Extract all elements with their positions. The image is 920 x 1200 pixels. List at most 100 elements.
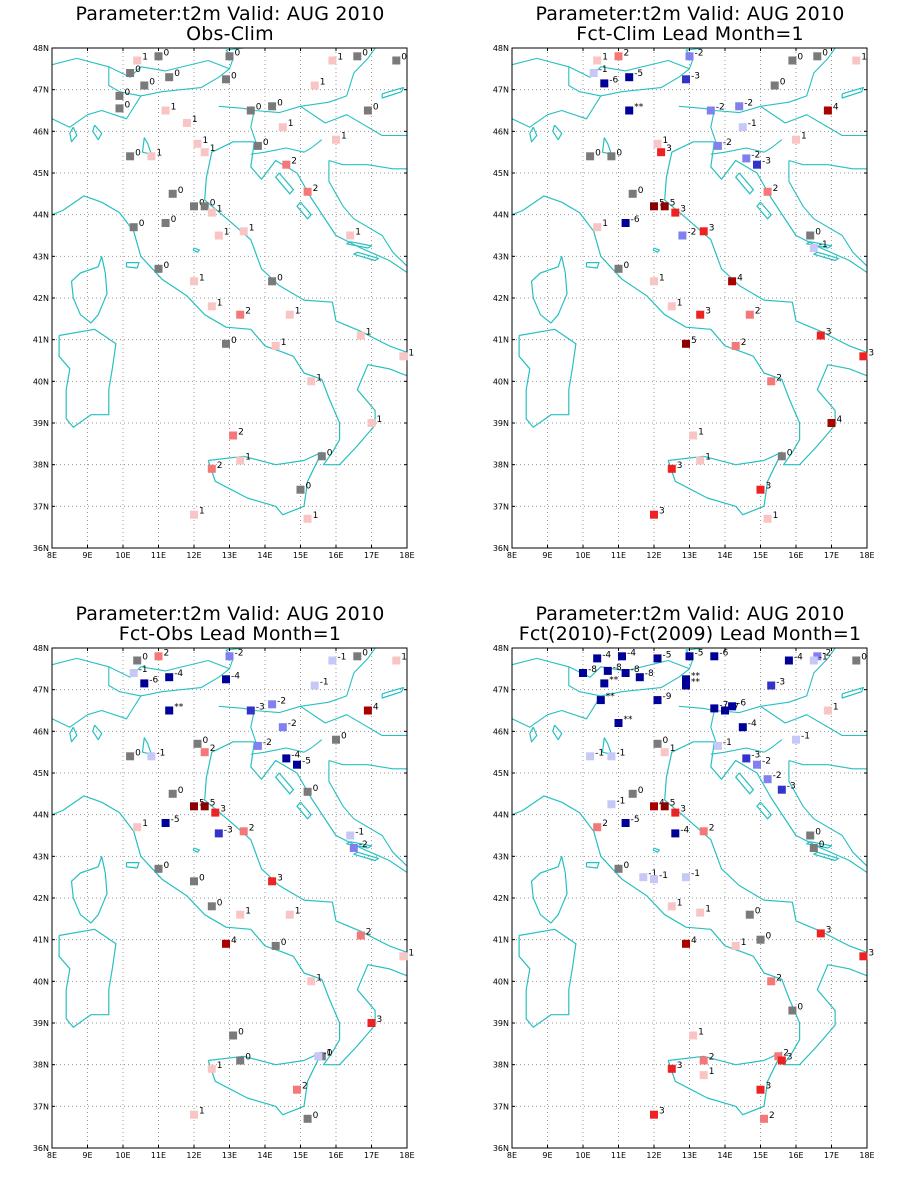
lon-tick-label: 17E	[824, 1151, 839, 1160]
lat-tick-label: 43N	[33, 252, 49, 261]
station-value-label: 0	[797, 1003, 803, 1013]
station-marker	[282, 754, 291, 763]
station-marker	[607, 152, 616, 161]
station-value-label: -2	[751, 150, 760, 160]
station-marker	[621, 219, 630, 227]
lon-tick-label: 10E	[115, 1151, 130, 1160]
station-marker	[653, 696, 662, 705]
station-value-label: 3	[766, 1082, 772, 1092]
station-marker	[363, 706, 372, 715]
station-marker	[706, 106, 715, 115]
station-value-label: 1	[677, 898, 683, 908]
station-value-label: 0	[780, 78, 786, 88]
station-value-label: **	[174, 703, 184, 713]
station-marker	[293, 760, 301, 769]
station-marker	[133, 56, 142, 65]
station-marker	[207, 902, 216, 911]
station-marker	[190, 877, 198, 886]
station-value-label: 0	[256, 103, 262, 113]
station-marker	[314, 1052, 323, 1061]
lat-tick-label: 41N	[493, 336, 509, 345]
station-value-label: -1	[748, 119, 757, 129]
stations: 1000100000100001011110101202001001110101…	[115, 48, 414, 523]
station-marker	[699, 227, 708, 236]
station-marker	[745, 310, 754, 319]
station-value-label: -1	[819, 653, 828, 663]
station-marker	[745, 910, 754, 919]
station-value-label: 3	[277, 873, 283, 883]
station-value-label: -3	[224, 825, 233, 835]
station-marker	[200, 202, 209, 211]
station-value-label: -1	[801, 732, 810, 742]
station-marker	[813, 652, 822, 661]
axis-ticks: 8E 9E 10E 11E 12E 13E 14E 15E 16E 17E 18E 36N 37N 38N…	[493, 644, 875, 1160]
station-value-label: -1	[323, 1048, 332, 1058]
lat-tick-label: 47N	[493, 86, 509, 95]
station-marker	[328, 56, 337, 65]
station-value-label: 2	[776, 973, 782, 983]
lon-tick-label: 12E	[186, 551, 201, 560]
station-marker	[784, 656, 793, 665]
station-value-label: 4	[691, 936, 697, 946]
station-marker	[236, 456, 245, 465]
lat-tick-label: 45N	[493, 769, 509, 778]
station-marker	[200, 148, 209, 157]
station-marker	[813, 52, 822, 61]
station-value-label: 0	[822, 48, 828, 58]
lon-tick-label: 13E	[682, 1151, 697, 1160]
station-value-label: 0	[135, 748, 141, 758]
lon-tick-label: 9E	[542, 551, 552, 560]
lat-tick-label: 42N	[493, 294, 509, 303]
station-marker	[777, 785, 786, 794]
lon-tick-label: 12E	[186, 1151, 201, 1160]
station-value-label: -6	[631, 215, 640, 225]
station-marker	[332, 735, 340, 744]
station-marker	[614, 864, 623, 873]
lat-tick-label: 36N	[493, 544, 509, 553]
station-marker	[621, 669, 630, 677]
station-marker	[607, 800, 616, 809]
station-marker	[278, 723, 287, 732]
lon-tick-label: 10E	[575, 1151, 590, 1160]
station-marker	[823, 106, 832, 115]
lat-tick-label: 45N	[493, 169, 509, 178]
station-value-label: 1	[320, 78, 326, 88]
lat-tick-label: 44N	[493, 811, 509, 820]
station-value-label: -1	[320, 678, 329, 688]
station-marker	[809, 244, 818, 252]
station-marker	[140, 679, 149, 688]
station-value-label: 1	[245, 907, 251, 917]
station-value-label: **	[691, 671, 701, 681]
station-marker	[635, 673, 644, 682]
station-marker	[760, 1114, 768, 1123]
station-marker	[827, 419, 836, 427]
station-marker	[246, 706, 255, 715]
station-marker	[126, 152, 135, 161]
station-marker	[593, 223, 602, 232]
station-marker	[593, 654, 602, 663]
station-marker	[222, 75, 230, 84]
station-value-label: -8	[645, 669, 654, 679]
station-marker	[303, 787, 312, 796]
station-value-label: -2	[695, 48, 704, 58]
station-value-label: -4	[231, 671, 240, 681]
panel-title-line1: Parameter:t2m Valid: AUG 2010	[75, 603, 385, 625]
station-marker	[699, 1056, 708, 1065]
station-value-label: -2	[723, 138, 732, 148]
station-marker	[699, 827, 708, 836]
coastline	[52, 86, 407, 516]
lat-tick-label: 38N	[33, 1061, 49, 1070]
station-marker	[777, 452, 786, 461]
station-marker	[696, 908, 705, 917]
station-value-label: -1	[337, 653, 346, 663]
station-value-label: -2	[773, 771, 782, 781]
station-marker	[126, 69, 135, 77]
coastline	[512, 86, 867, 516]
lat-tick-label: 36N	[33, 1144, 49, 1153]
station-value-label: -5	[302, 757, 311, 767]
station-value-label: 1	[677, 298, 683, 308]
station-value-label: 0	[139, 219, 145, 229]
axis-ticks: 8E 9E 10E 11E 12E 13E 14E 15E 16E 17E 18E 36N 37N 38N…	[33, 644, 415, 1160]
station-marker	[770, 81, 779, 90]
station-marker	[696, 456, 705, 465]
